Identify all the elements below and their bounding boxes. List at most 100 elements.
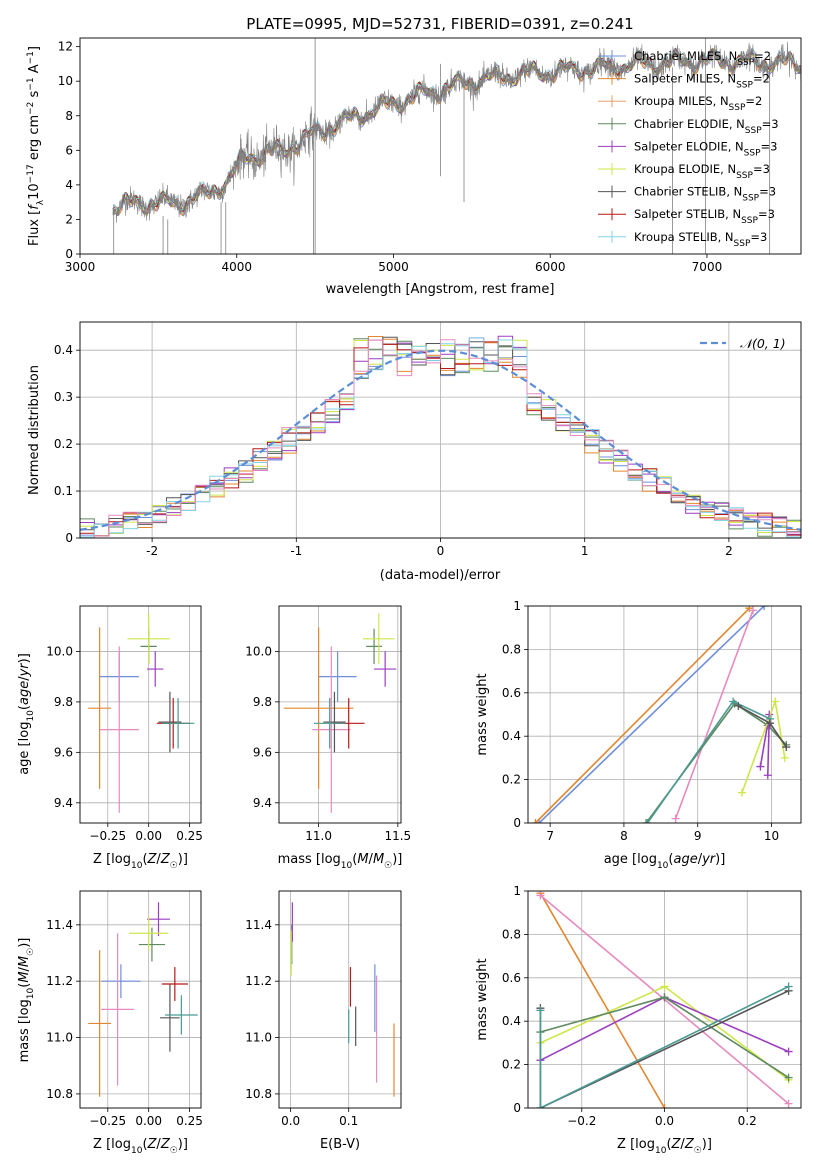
x-axis-label: wavelength [Angstrom, rest frame] <box>326 282 555 297</box>
x-axis-label: Z [log10(Z/Z☉)] <box>617 1137 712 1156</box>
plot-area <box>531 606 791 823</box>
axes-frame <box>278 890 402 1109</box>
x-tick-label: -1 <box>290 544 302 558</box>
y-axis-label: mass weight <box>475 958 490 1040</box>
y-tick-label: 0.3 <box>54 390 73 404</box>
y-tick-label: 11.4 <box>46 918 73 932</box>
x-tick-label: 0.0 <box>655 1114 674 1128</box>
x-tick-label: 7 <box>546 829 554 843</box>
age-weight-panel: 7 8 9 10 0 0.2 0.4 0.6 0.8 1 age [log10(age/yr)] ma… <box>475 599 802 871</box>
x-axis-label: Z [log10(Z/Z☉)] <box>93 1137 188 1156</box>
weight-marker <box>784 1047 793 1056</box>
weight-marker <box>780 753 789 762</box>
spectrum-title: PLATE=0995, MJD=52731, FIBERID=0391, z=0… <box>246 15 633 33</box>
axes-frame <box>79 37 802 255</box>
residuals-panel: -2 -1 0 1 2 0 0.1 0.2 0.3 0.4 (data-model)/error No… <box>27 321 802 583</box>
y-tick-label: 0.2 <box>502 1058 521 1072</box>
y-tick-label: 11.0 <box>245 1031 272 1045</box>
weight-line <box>539 985 789 1108</box>
weight-marker <box>536 1006 545 1015</box>
y-tick-label: 0.4 <box>502 729 521 743</box>
plot-area <box>88 613 195 813</box>
x-tick-label: 0.1 <box>339 1114 358 1128</box>
y-tick-label: 9.4 <box>253 796 272 810</box>
weight-marker <box>784 982 793 991</box>
x-tick-label: −0.25 <box>89 829 126 843</box>
weight-line <box>534 607 750 823</box>
x-tick-label: 0.00 <box>135 1114 162 1128</box>
y-axis-label: Flux [fλ10−17 erg cm−2 s−1 A−1] <box>26 46 46 246</box>
ebv-mass-panel: 0.0 0.1 10.8 11.0 11.2 11.4 E(B-V) <box>245 890 402 1152</box>
y-tick-label: 10.8 <box>245 1087 272 1101</box>
x-tick-label: 11.5 <box>384 829 411 843</box>
y-tick-label: 11.2 <box>46 974 73 988</box>
legend-entry: Salpeter MILES, NSSP=2 <box>634 72 770 91</box>
legend-entry: Salpeter ELODIE, NSSP=3 <box>634 139 777 158</box>
y-tick-label: 0.2 <box>54 437 73 451</box>
y-tick-label: 0.8 <box>502 642 521 656</box>
plot-area <box>112 38 801 254</box>
x-tick-label: 6000 <box>535 260 566 274</box>
weight-marker <box>660 1104 669 1108</box>
z-mass-panel: −0.25 0.00 0.25 10.8 11.0 11.2 11.4 Z [log10(Z/… <box>17 890 203 1156</box>
x-axis-label: Z [log10(Z/Z☉)] <box>93 852 188 871</box>
axes-frame <box>527 605 802 824</box>
normal-curve <box>80 349 801 531</box>
y-axis-label: mass [log10(M/M☉)] <box>17 938 36 1063</box>
plot-area <box>80 335 801 538</box>
y-tick-label: 10.8 <box>46 1087 73 1101</box>
y-tick-label: 2 <box>65 212 73 226</box>
x-tick-label: 3000 <box>65 260 96 274</box>
y-tick-label: 11.4 <box>245 918 272 932</box>
y-tick-label: 0.6 <box>502 686 521 700</box>
x-tick-label: 0.00 <box>135 829 162 843</box>
y-tick-label: 1 <box>513 884 521 898</box>
axes-frame <box>79 890 202 1109</box>
x-axis-label: mass [log10(M/M☉)] <box>278 852 403 871</box>
x-tick-label: 1 <box>581 544 589 558</box>
x-axis-label: E(B-V) <box>320 1137 360 1152</box>
x-tick-label: 11.0 <box>305 829 332 843</box>
y-tick-label: 12 <box>58 40 73 54</box>
y-axis-label: Normed distribution <box>27 365 42 495</box>
y-tick-label: 1 <box>513 599 521 613</box>
x-tick-label: 0.25 <box>176 829 203 843</box>
weight-marker <box>784 1073 793 1082</box>
weight-marker <box>536 1104 545 1108</box>
y-tick-label: 0.2 <box>502 773 521 787</box>
legend-entry: 𝒩(0, 1) <box>740 336 786 351</box>
weight-marker <box>729 697 738 706</box>
y-tick-label: 6 <box>65 143 73 157</box>
plot-area <box>536 891 793 1108</box>
y-tick-label: 0.4 <box>54 343 73 357</box>
x-tick-label: 0 <box>437 544 445 558</box>
axes-frame <box>527 890 802 1109</box>
weight-marker <box>766 719 775 728</box>
y-tick-label: 0 <box>513 816 521 830</box>
y-tick-label: 11.0 <box>46 1031 73 1045</box>
x-axis-label: age [log10(age/yr)] <box>604 852 726 871</box>
y-tick-label: 0 <box>513 1101 521 1115</box>
weight-marker <box>642 819 651 823</box>
weight-line <box>645 702 787 823</box>
weight-marker <box>660 993 669 1002</box>
x-tick-label: 0.25 <box>176 1114 203 1128</box>
x-tick-label: 0.0 <box>281 1114 300 1128</box>
legend-entry: Kroupa ELODIE, NSSP=3 <box>634 162 770 181</box>
legend-entry: Kroupa STELIB, NSSP=3 <box>634 230 767 249</box>
y-tick-label: 9.6 <box>253 745 272 759</box>
legend-entry: Kroupa MILES, NSSP=2 <box>634 94 762 113</box>
x-tick-label: 2 <box>725 544 733 558</box>
z-weight-panel: −0.2 0.0 0.2 0 0.2 0.4 0.6 0.8 1 Z [log10(Z/Z☉)] m… <box>475 884 802 1156</box>
x-tick-label: −0.2 <box>567 1114 596 1128</box>
y-tick-label: 9.4 <box>54 796 73 810</box>
y-axis-label: mass weight <box>475 673 490 755</box>
x-tick-label: 7000 <box>692 260 723 274</box>
x-tick-label: 5000 <box>378 260 409 274</box>
x-tick-label: 4000 <box>221 260 252 274</box>
weight-line <box>646 700 771 823</box>
plot-area <box>290 902 395 1097</box>
x-tick-label: 10 <box>764 829 779 843</box>
weight-line <box>539 892 666 1108</box>
